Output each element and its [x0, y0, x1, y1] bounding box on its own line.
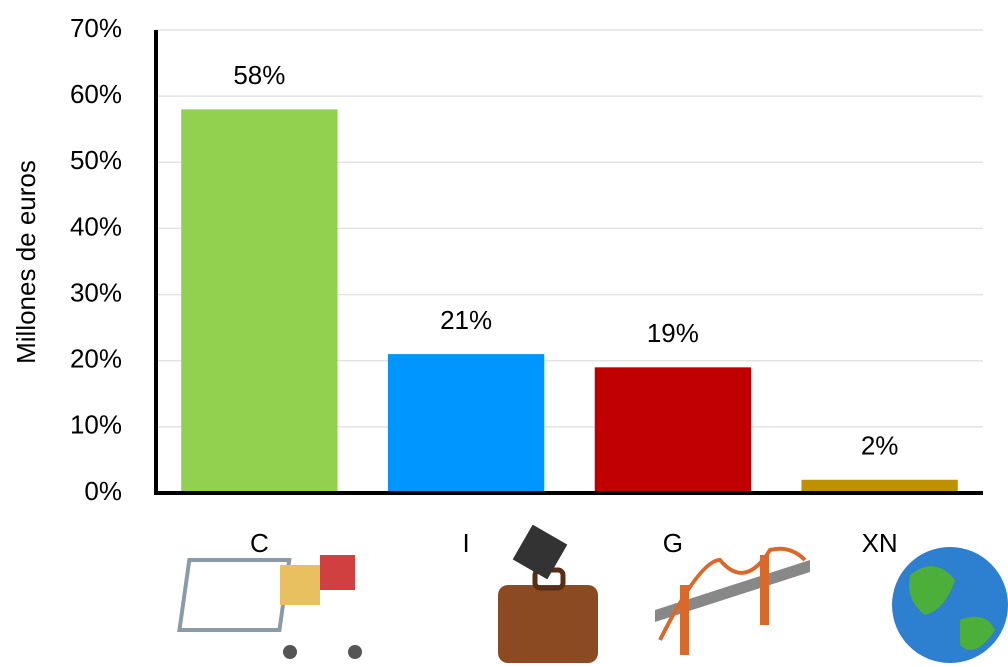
x-tick-label: C [250, 528, 269, 558]
y-tick-label: 10% [70, 410, 122, 440]
x-tick-label: XN [862, 528, 898, 558]
globe-icon [892, 547, 1008, 663]
y-tick-label: 30% [70, 277, 122, 307]
y-tick-label: 70% [70, 13, 122, 43]
y-tick-label: 50% [70, 145, 122, 175]
bar [594, 367, 752, 493]
y-tick-label: 20% [70, 344, 122, 374]
y-tick-label: 60% [70, 79, 122, 109]
bar [387, 354, 545, 493]
data-label: 2% [861, 431, 899, 461]
data-label: 58% [233, 60, 285, 90]
bar [181, 109, 338, 493]
cart-icon [177, 555, 362, 659]
y-tick-label: 0% [84, 476, 122, 506]
y-tick-label: 40% [70, 211, 122, 241]
bridge-icon [655, 546, 810, 655]
x-tick-label: G [663, 528, 683, 558]
bar [801, 479, 958, 493]
briefcase-icon [498, 524, 598, 663]
x-tick-label: I [463, 528, 470, 558]
y-axis-label: Millones de euros [11, 160, 41, 364]
data-label: 19% [647, 318, 699, 348]
data-label: 21% [440, 305, 492, 335]
